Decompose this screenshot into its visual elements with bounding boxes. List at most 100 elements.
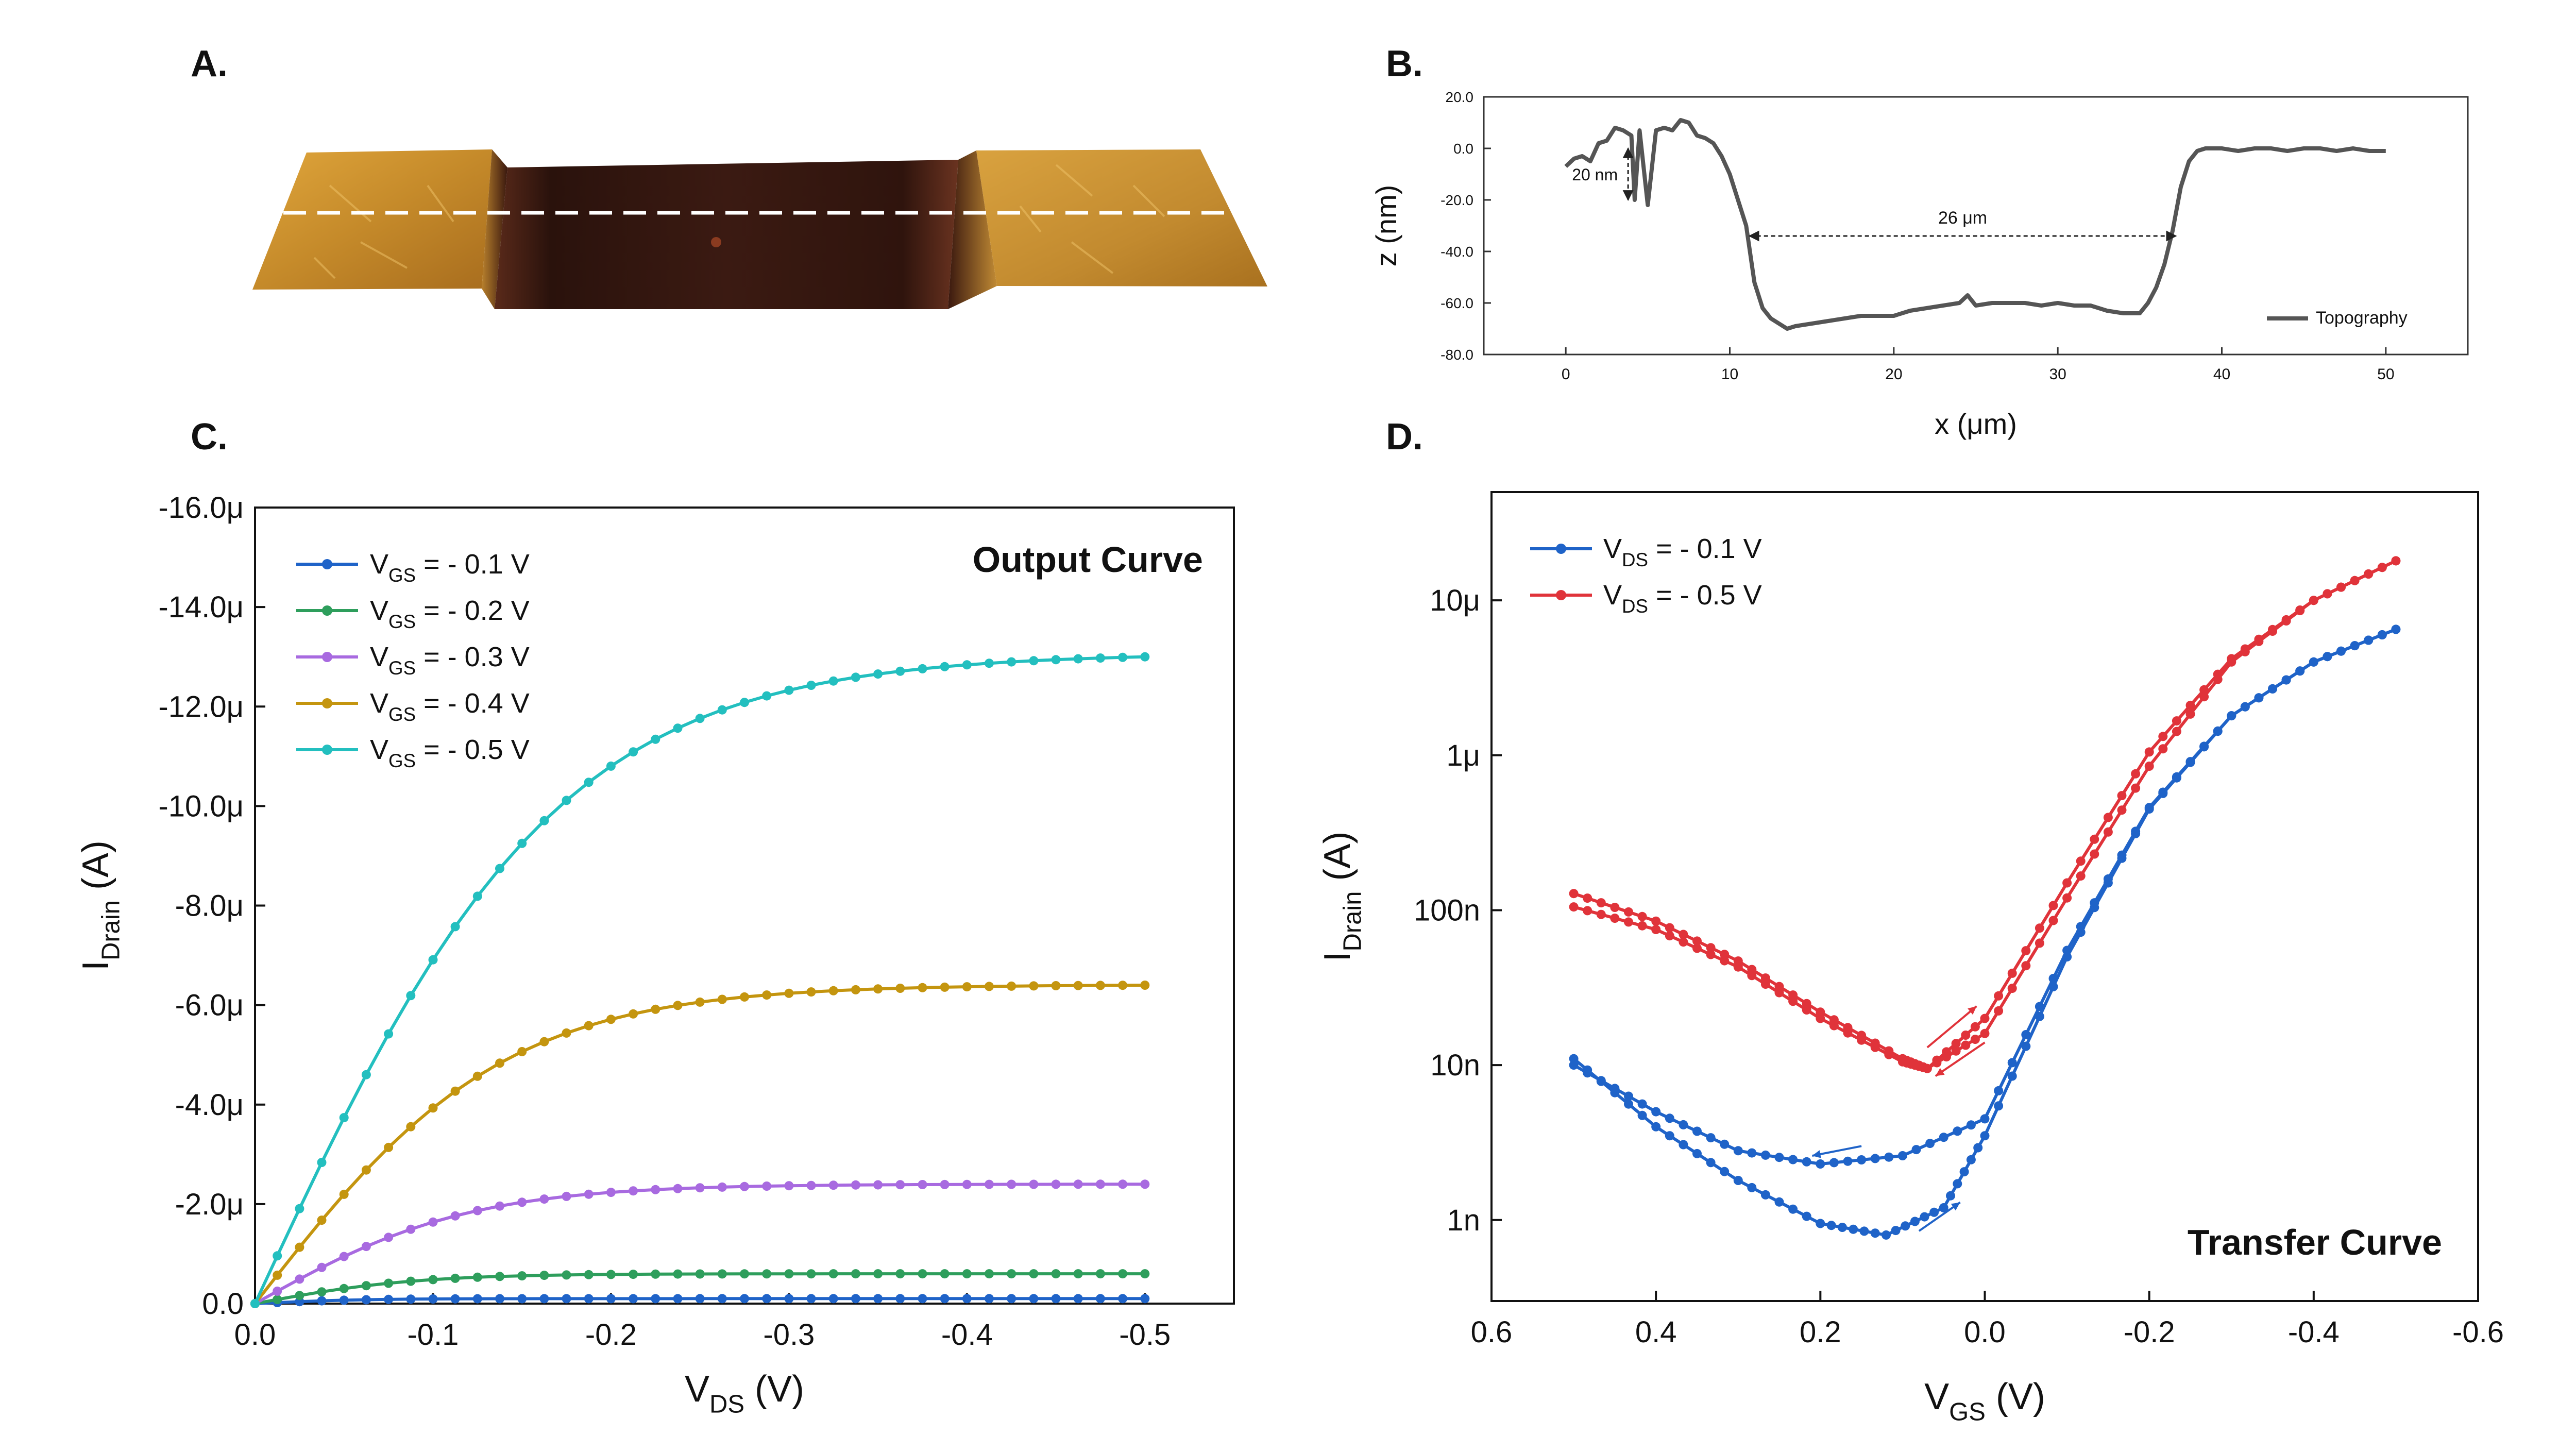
data-point <box>2090 898 2099 908</box>
data-point <box>495 1201 504 1211</box>
annotation-label-20nm: 20 nm <box>1572 165 1618 184</box>
data-point <box>1733 1146 1743 1156</box>
data-point <box>1994 1006 2004 1016</box>
data-point <box>2172 772 2181 782</box>
data-point <box>295 1204 304 1213</box>
data-point <box>2268 684 2277 694</box>
y-tick-label: 0.0 <box>1453 141 1473 157</box>
data-point <box>740 1181 749 1191</box>
data-point <box>606 1294 616 1304</box>
data-point <box>1073 1269 1083 1279</box>
data-point <box>962 1269 972 1279</box>
data-point <box>651 1185 660 1194</box>
series-line-0-fwd <box>1572 628 2397 1237</box>
data-point <box>2240 647 2250 656</box>
data-point <box>784 1181 794 1191</box>
data-point <box>250 1299 260 1308</box>
data-point <box>806 681 816 690</box>
chart-b-profile: 0 10 20 30 40 50 20.0 0.0 -20.0 -40.0 -60.0 -80.0 x … <box>1370 89 2469 440</box>
data-point <box>784 1269 794 1279</box>
sweep-arrow-2 <box>1811 1145 1862 1157</box>
data-point <box>361 1165 371 1175</box>
data-point <box>428 955 438 965</box>
sweep-arrowhead-3 <box>1951 1202 1960 1211</box>
data-point <box>317 1287 327 1297</box>
data-point <box>584 1294 594 1304</box>
x-tick-label: 0.6 <box>1471 1315 1513 1349</box>
data-point <box>339 1295 349 1305</box>
data-point <box>1007 1269 1016 1279</box>
data-point <box>784 1294 794 1304</box>
data-point <box>1837 1223 1847 1232</box>
y-tick-label: -4.0μ <box>175 1088 244 1122</box>
data-point <box>740 1294 749 1304</box>
data-point <box>584 1021 594 1031</box>
x-tick-label: -0.5 <box>1119 1318 1171 1352</box>
data-point <box>651 1294 660 1304</box>
data-point <box>918 1294 927 1304</box>
data-point <box>1994 1086 2004 1095</box>
data-point <box>1029 1269 1039 1279</box>
x-tick-label: -0.4 <box>2288 1315 2340 1349</box>
data-point <box>495 864 504 873</box>
data-point <box>428 1217 438 1227</box>
data-point <box>2185 757 2195 767</box>
data-point <box>828 1269 838 1279</box>
x-tick-label: 20 <box>1885 366 1902 383</box>
data-point <box>717 994 727 1004</box>
data-point <box>1961 1040 1971 1050</box>
data-point <box>539 816 549 825</box>
data-point <box>406 991 416 1001</box>
data-point <box>1959 1167 1969 1177</box>
data-point <box>2007 968 2017 978</box>
data-point <box>1679 1120 1688 1129</box>
data-point <box>384 1029 394 1039</box>
data-point <box>651 1269 660 1279</box>
data-point <box>2240 702 2250 712</box>
data-point <box>1747 1148 1757 1158</box>
data-point <box>1829 1158 1839 1168</box>
data-point <box>361 1281 371 1291</box>
legend-label-2: VGS = - 0.3 V <box>370 641 530 679</box>
data-point <box>317 1262 327 1272</box>
data-point <box>428 1103 438 1113</box>
data-point <box>1802 1211 1811 1221</box>
data-point <box>1897 1054 1907 1063</box>
data-point <box>1970 1022 1980 1032</box>
data-point <box>2117 805 2127 815</box>
data-point <box>1720 956 1730 966</box>
data-point <box>2021 961 2031 971</box>
series-line-1-rev <box>1573 559 2397 1071</box>
data-point <box>1774 982 1784 991</box>
data-point <box>1692 943 1702 953</box>
data-point <box>1920 1212 1929 1222</box>
data-point <box>1095 1179 1105 1189</box>
data-point <box>2103 874 2113 884</box>
data-point <box>1774 1153 1784 1162</box>
data-point <box>2350 576 2360 585</box>
data-point <box>1624 907 1633 917</box>
data-point <box>1051 1294 1061 1304</box>
data-point <box>1774 1197 1784 1207</box>
data-point <box>517 838 527 848</box>
data-point <box>1118 981 1128 990</box>
data-point <box>2090 849 2099 859</box>
legend-label-topography: Topography <box>2316 308 2408 328</box>
data-point <box>1733 956 1743 966</box>
y-tick-label: 20.0 <box>1446 89 1474 105</box>
data-point <box>472 1071 482 1081</box>
x-tick-label: -0.2 <box>2124 1315 2175 1349</box>
series-line-topography <box>1564 118 2386 331</box>
data-point <box>2364 569 2374 579</box>
x-tick-label: -0.1 <box>407 1318 459 1352</box>
data-point <box>2158 732 2168 741</box>
y-tick-label: -16.0μ <box>158 491 244 525</box>
x-tick-label: 0.2 <box>1800 1315 1841 1349</box>
data-point <box>472 1272 482 1282</box>
legend-label-1: VDS = - 0.5 V <box>1603 580 1762 617</box>
data-point <box>918 664 927 673</box>
data-point <box>406 1294 416 1304</box>
data-point <box>762 691 772 701</box>
data-point <box>361 1242 371 1252</box>
data-point <box>740 698 749 707</box>
